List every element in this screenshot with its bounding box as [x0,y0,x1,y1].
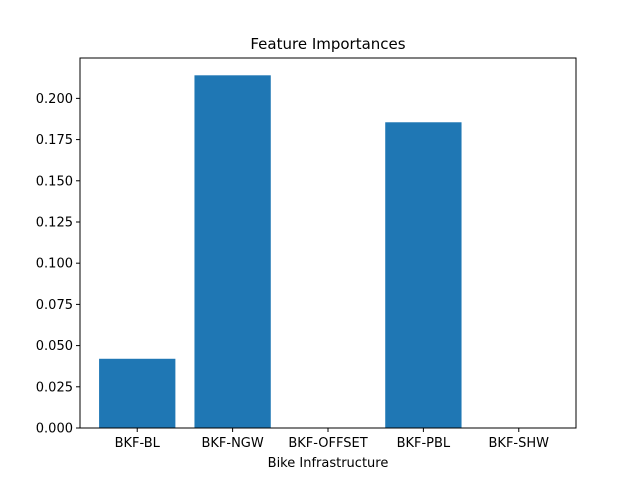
chart-title: Feature Importances [250,35,405,53]
y-tick-label: 0.200 [36,92,73,107]
y-tick-label: 0.075 [36,298,73,313]
y-axis: 0.000 0.025 0.050 0.075 0.100 0.125 0.150 0.175… [36,92,80,437]
y-tick-label: 0.125 [36,215,73,230]
x-axis-label: Bike Infrastructure [268,456,389,471]
x-tick-label: BKF-OFFSET [288,436,367,451]
y-tick-label: 0.175 [36,133,73,148]
y-tick-label: 0.100 [36,257,73,272]
bar-bkf-pbl [385,122,462,428]
x-tick-label: BKF-NGW [201,436,263,451]
x-axis: BKF-BL BKF-NGW BKF-OFFSET BKF-PBL BKF-SHW [115,428,550,451]
x-tick-label: BKF-PBL [397,436,451,451]
y-tick-label: 0.050 [36,339,73,354]
y-tick-label: 0.025 [36,380,73,395]
x-tick-label: BKF-SHW [489,436,550,451]
bar-bkf-ngw [194,75,271,429]
bars-group [99,75,462,429]
x-tick-label: BKF-BL [115,436,161,451]
y-tick-label: 0.000 [36,422,73,437]
bar-bkf-bl [99,358,176,428]
y-tick-label: 0.150 [36,174,73,189]
